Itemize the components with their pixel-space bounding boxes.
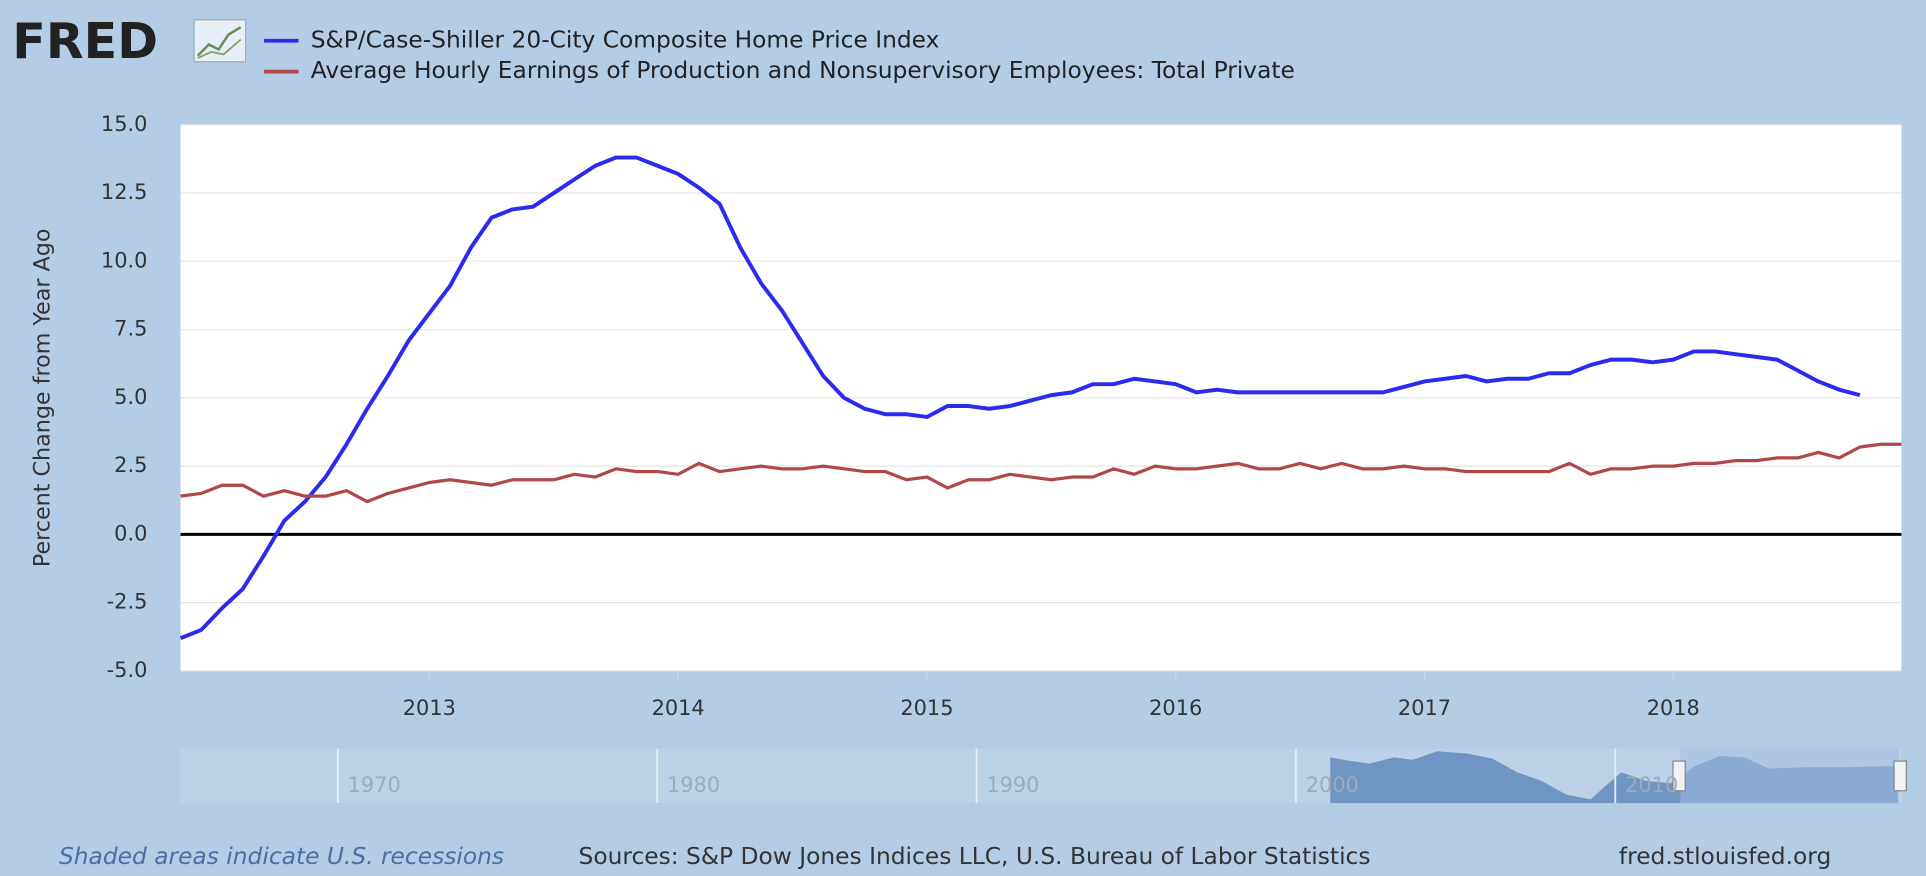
navigator-selection[interactable] [1680, 748, 1899, 804]
y-tick-label: 0.0 [114, 521, 147, 545]
x-tick-label: 2016 [1149, 696, 1202, 720]
x-tick-label: 2017 [1398, 696, 1451, 720]
y-tick-label: 7.5 [114, 317, 147, 341]
navigator-handle[interactable] [1893, 760, 1907, 792]
x-tick-label: 2013 [403, 696, 456, 720]
y-tick-label: 5.0 [114, 385, 147, 409]
navigator-tick-label: 1970 [348, 773, 401, 797]
x-tick-label: 2014 [652, 696, 705, 720]
legend-label: Average Hourly Earnings of Production an… [311, 56, 1295, 84]
logo-icon [193, 19, 247, 63]
series-line [179, 155, 1861, 640]
navigator-handle[interactable] [1672, 760, 1686, 792]
y-tick-label: -5.0 [107, 658, 148, 682]
navigator-tick-label: 2000 [1306, 773, 1359, 797]
source: Sources: S&P Dow Jones Indices LLC, U.S.… [579, 842, 1371, 870]
x-tick-label: 2018 [1647, 696, 1700, 720]
y-tick-label: -2.5 [107, 590, 148, 614]
logo: FRED [12, 12, 158, 70]
site: fred.stlouisfed.org [1619, 842, 1831, 870]
y-tick-label: 15.0 [101, 112, 147, 136]
series-line [180, 442, 1902, 504]
y-tick-label: 12.5 [101, 180, 147, 204]
navigator-tick-label: 2010 [1625, 773, 1678, 797]
legend-label: S&P/Case-Shiller 20-City Composite Home … [311, 25, 940, 53]
y-tick-label: 2.5 [114, 453, 147, 477]
y-axis-label: Percent Change from Year Ago [30, 229, 56, 568]
navigator-tick-label: 1980 [667, 773, 720, 797]
navigator-tick-label: 1990 [986, 773, 1039, 797]
x-tick-label: 2015 [900, 696, 953, 720]
y-tick-label: 10.0 [101, 248, 147, 272]
recession-note: Shaded areas indicate U.S. recessions [59, 842, 504, 870]
